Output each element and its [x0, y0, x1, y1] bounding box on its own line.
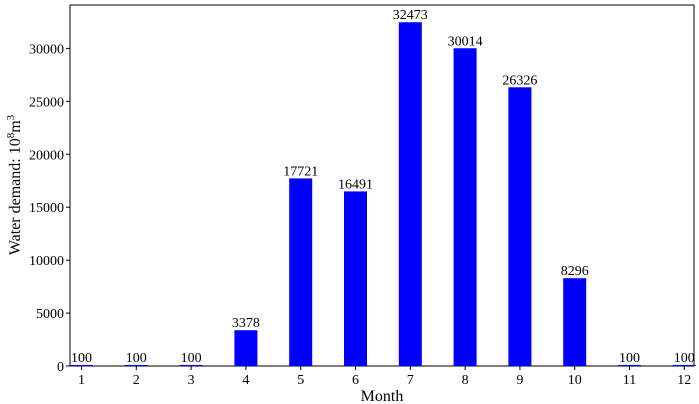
x-tick-label-4: 4 — [242, 373, 249, 388]
data-label-month-6: 16491 — [338, 177, 373, 192]
bar-month-9 — [508, 87, 532, 366]
data-label-month-5: 17721 — [283, 164, 318, 179]
data-label-month-7: 32473 — [393, 8, 428, 23]
bar-month-7 — [398, 22, 422, 367]
bar-month-8 — [453, 48, 477, 367]
y-axis-label-exp2: 3 — [5, 114, 17, 120]
bar-month-2 — [124, 364, 148, 366]
x-tick-label-11: 11 — [623, 373, 636, 388]
bars — [70, 22, 696, 367]
bar-month-11 — [618, 364, 641, 366]
data-label-month-4: 3378 — [232, 316, 260, 331]
y-tick-label-5000: 5000 — [36, 307, 64, 322]
data-label-month-9: 26326 — [502, 73, 537, 88]
data-label-month-10: 8296 — [561, 264, 589, 279]
y-axis-label-exp1: 8 — [5, 132, 17, 138]
data-label-month-2: 100 — [126, 351, 147, 366]
x-tick-label-5: 5 — [297, 373, 304, 388]
data-label-month-8: 30014 — [448, 34, 483, 49]
y-tick-label-20000: 20000 — [29, 148, 64, 163]
y-tick-label-0: 0 — [57, 360, 64, 375]
y-tick-label-30000: 30000 — [29, 42, 64, 57]
data-label-month-3: 100 — [181, 351, 202, 366]
y-tick-label-10000: 10000 — [29, 254, 64, 269]
y-axis-label: Water demand: 108m3 — [5, 114, 24, 255]
bar-month-4 — [234, 330, 258, 366]
data-labels: 100 100 100 3378 17721 16491 32473 30014 26326 82… — [71, 8, 695, 366]
y-axis-label-base: Water demand: 10 — [7, 138, 24, 255]
x-tick-label-3: 3 — [188, 373, 195, 388]
y-axis-label-mid: m — [7, 120, 24, 133]
bar-month-1 — [70, 364, 93, 366]
data-label-month-11: 100 — [619, 351, 640, 366]
x-axis-label: Month — [361, 388, 404, 404]
bar-month-10 — [563, 278, 587, 366]
x-axis: 1 2 3 4 5 6 7 8 9 10 11 12 — [78, 366, 691, 388]
data-label-month-12: 100 — [674, 351, 695, 366]
x-tick-label-2: 2 — [133, 373, 140, 388]
bar-month-12 — [672, 364, 696, 366]
x-tick-label-12: 12 — [677, 373, 691, 388]
y-tick-label-25000: 25000 — [29, 95, 64, 110]
x-tick-label-10: 10 — [568, 373, 582, 388]
plot-area — [69, 4, 695, 367]
bar-month-5 — [289, 178, 313, 366]
y-axis: 0 5000 10000 15000 20000 25000 30000 — [29, 42, 70, 375]
bar-month-3 — [179, 364, 203, 366]
y-tick-label-15000: 15000 — [29, 201, 64, 216]
x-tick-label-6: 6 — [352, 373, 359, 388]
x-tick-label-9: 9 — [516, 373, 523, 388]
bar-month-6 — [344, 191, 367, 366]
x-tick-label-7: 7 — [407, 373, 414, 388]
x-tick-label-8: 8 — [462, 373, 469, 388]
data-label-month-1: 100 — [71, 351, 92, 366]
x-tick-label-1: 1 — [78, 373, 85, 388]
